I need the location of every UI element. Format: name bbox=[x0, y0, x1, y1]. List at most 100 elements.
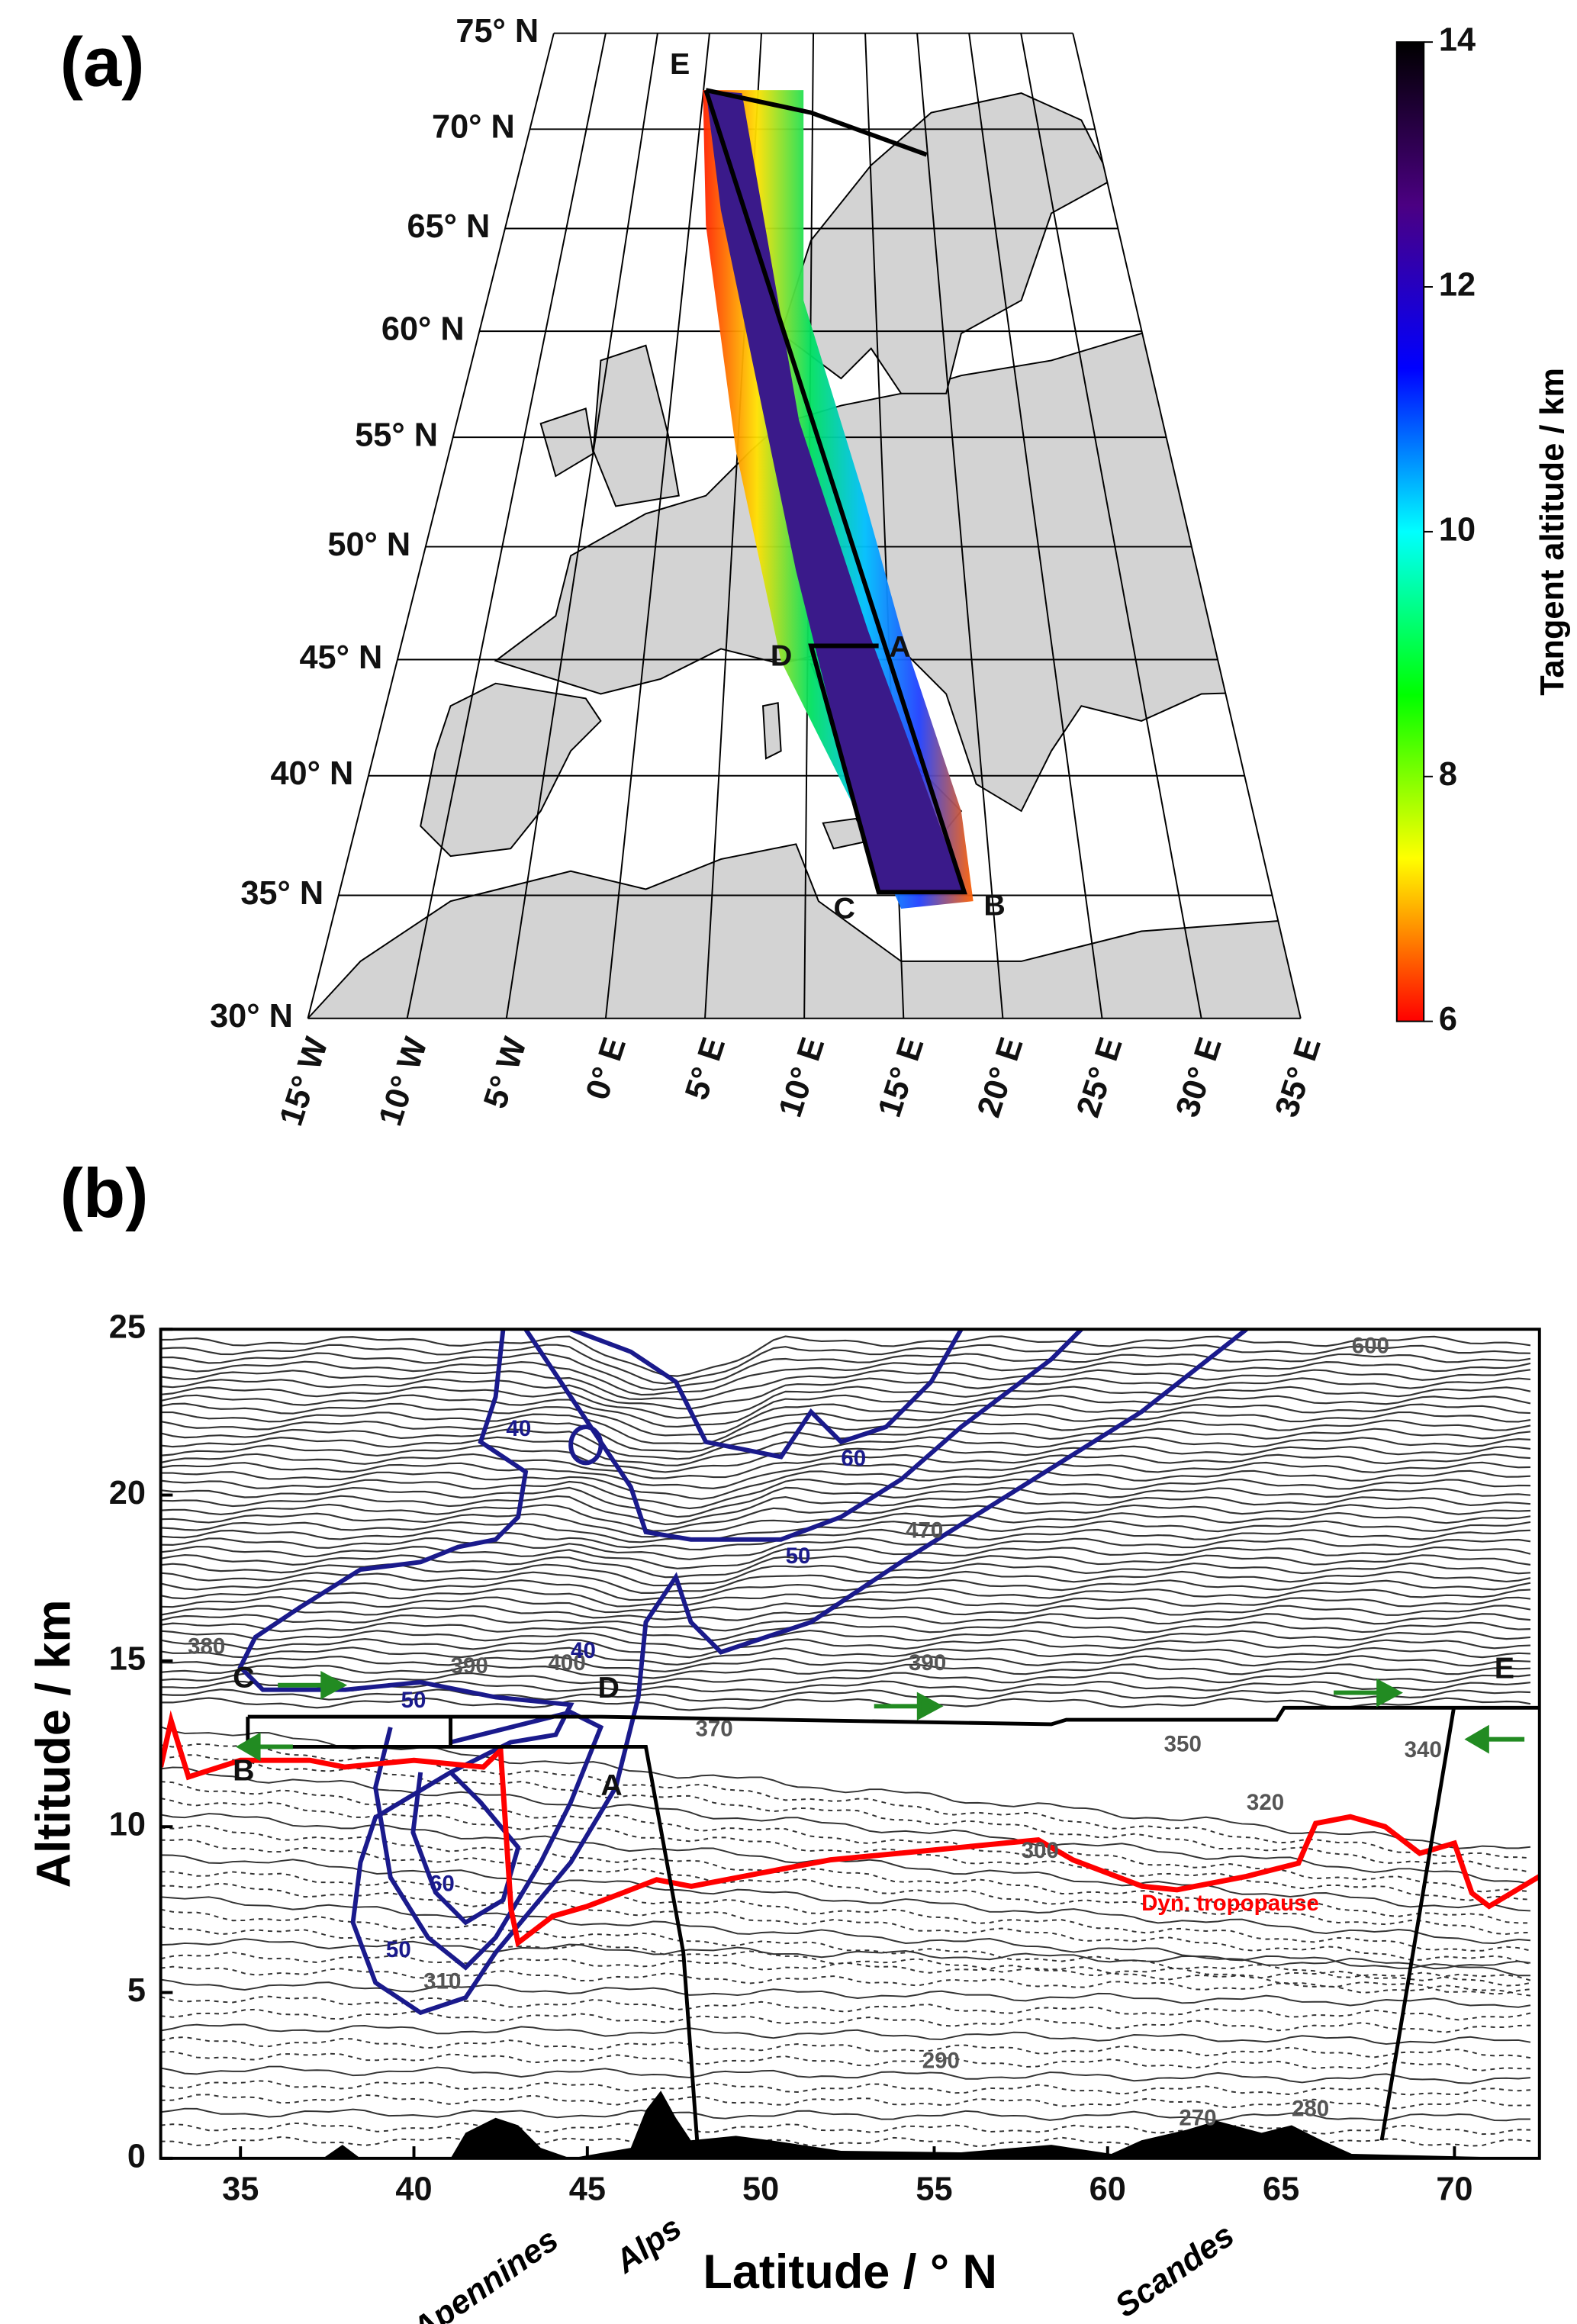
theta-contour bbox=[160, 1754, 1531, 1873]
theta-contour bbox=[160, 1672, 1531, 1685]
lon-tick-label: 25° E bbox=[1070, 1033, 1130, 1122]
lat-tick-label: 30° N bbox=[210, 998, 293, 1035]
contour-label: 470 bbox=[906, 1518, 943, 1543]
lon-tick-label: 5° E bbox=[678, 1033, 732, 1104]
contour-label: 400 bbox=[549, 1650, 586, 1675]
theta-contour bbox=[160, 1605, 1531, 1621]
mountain-label: Scandes bbox=[1109, 2217, 1241, 2324]
flight-track bbox=[703, 88, 967, 895]
lon-tick-label: 10° E bbox=[772, 1033, 832, 1122]
lon-grid-line bbox=[1072, 33, 1302, 1019]
theta-contour bbox=[160, 2023, 1531, 2046]
theta-contour bbox=[160, 1394, 1531, 1428]
theta-contour bbox=[160, 1579, 1531, 1601]
x-tick-label: 45 bbox=[569, 2171, 606, 2208]
lat-tick-label: 75° N bbox=[455, 13, 539, 50]
x-axis-label: Latitude / ° N bbox=[703, 2245, 997, 2299]
x-tick-label: 40 bbox=[395, 2171, 432, 2208]
theta-contour bbox=[160, 1461, 1531, 1489]
lon-tick-label: 15° E bbox=[871, 1033, 932, 1122]
lon-tick-label: 10° W bbox=[372, 1033, 435, 1131]
green-arrows bbox=[236, 1671, 1525, 1762]
theta-contour bbox=[160, 2036, 1531, 2059]
colorbar-tick-label: 12 bbox=[1439, 266, 1476, 303]
theta-contour bbox=[160, 1882, 1531, 1965]
series-label: Dyn. tropopause bbox=[1141, 1891, 1319, 1916]
theta-contour bbox=[160, 1377, 1531, 1410]
theta-contour bbox=[160, 1646, 1531, 1666]
theta-contour bbox=[160, 1688, 1531, 1702]
topography bbox=[160, 2091, 1540, 2158]
plot-frame bbox=[159, 1328, 1541, 2160]
y-axis-label: Altitude / km bbox=[27, 1600, 80, 1888]
y-tick-label: 15 bbox=[109, 1640, 146, 1677]
theta-contour bbox=[160, 1995, 1531, 2021]
theta-contour bbox=[160, 1436, 1531, 1466]
theta-contour bbox=[160, 1444, 1531, 1473]
lon-grid-line bbox=[505, 33, 658, 1019]
contour-label: 370 bbox=[695, 1717, 732, 1742]
x-tick-label: 50 bbox=[742, 2171, 779, 2208]
point-label: E bbox=[1495, 1651, 1514, 1685]
theta-contour bbox=[160, 1824, 1530, 1924]
theta-contour bbox=[160, 1369, 1531, 1402]
theta-contour bbox=[160, 1781, 1531, 1893]
theta-contour bbox=[160, 1419, 1531, 1453]
point-label: D bbox=[771, 639, 792, 673]
lon-tick-label: 15° W bbox=[272, 1033, 335, 1131]
theta-contour bbox=[160, 1495, 1531, 1526]
theta-contour bbox=[160, 1537, 1531, 1560]
theta-contour bbox=[160, 1663, 1531, 1679]
theta-contour bbox=[160, 1511, 1531, 1538]
theta-contour bbox=[160, 1798, 1531, 1901]
theta-contour bbox=[160, 1813, 1531, 1912]
point-label: D bbox=[597, 1671, 619, 1704]
lat-tick-label: 55° N bbox=[355, 417, 438, 454]
theta-contour bbox=[160, 1743, 1531, 1859]
point-label: C bbox=[834, 891, 855, 925]
contour-label: 310 bbox=[423, 1968, 461, 1994]
theta-contour bbox=[160, 1335, 1531, 1377]
colorbar-tick-label: 14 bbox=[1439, 22, 1476, 59]
contour-label: 600 bbox=[1352, 1334, 1389, 1359]
wind-label: 60 bbox=[841, 1446, 866, 1471]
theta-contour bbox=[160, 1352, 1531, 1391]
lat-tick-label: 60° N bbox=[381, 311, 465, 348]
theta-contour bbox=[160, 2008, 1530, 2033]
panel-label: (a) bbox=[60, 24, 145, 101]
contour-label: 280 bbox=[1292, 2097, 1329, 2122]
contour-label: 340 bbox=[1405, 1737, 1442, 1762]
contour-label: 300 bbox=[1022, 1838, 1059, 1863]
theta-contour bbox=[160, 2065, 1531, 2084]
lat-tick-label: 65° N bbox=[407, 208, 490, 245]
theta-contour bbox=[160, 1871, 1531, 1952]
theta-contour bbox=[160, 1621, 1531, 1641]
x-tick-label: 60 bbox=[1089, 2171, 1126, 2208]
y-tick-label: 5 bbox=[127, 1972, 146, 2009]
theta-contour bbox=[160, 1453, 1531, 1479]
y-tick-label: 0 bbox=[127, 2138, 146, 2174]
lat-tick-label: 40° N bbox=[270, 755, 353, 792]
contour-label: 380 bbox=[188, 1634, 225, 1659]
lat-tick-label: 35° N bbox=[240, 875, 323, 912]
x-tick-label: 55 bbox=[916, 2171, 952, 2208]
lon-tick-label: 20° E bbox=[970, 1033, 1031, 1122]
y-tick-label: 10 bbox=[109, 1807, 146, 1843]
contour-label: 350 bbox=[1164, 1731, 1202, 1756]
theta-contour bbox=[160, 1402, 1531, 1437]
wind-label: 40 bbox=[571, 1638, 596, 1663]
contour-label: 390 bbox=[451, 1653, 488, 1679]
theta-contour bbox=[160, 1570, 1531, 1594]
theta-contour bbox=[160, 1553, 1531, 1579]
theta-contour bbox=[160, 1697, 1531, 1711]
y-tick-label: 20 bbox=[109, 1475, 146, 1511]
colorbar-label: Tangent altitude / km bbox=[1534, 368, 1571, 696]
panel-label: (b) bbox=[60, 1155, 149, 1232]
theta-contour bbox=[160, 1926, 1531, 1995]
wind-contours bbox=[237, 1329, 1248, 2016]
y-tick-label: 25 bbox=[109, 1309, 146, 1346]
colorbar-tick-label: 8 bbox=[1439, 756, 1457, 793]
lon-grid-line bbox=[307, 33, 555, 1019]
